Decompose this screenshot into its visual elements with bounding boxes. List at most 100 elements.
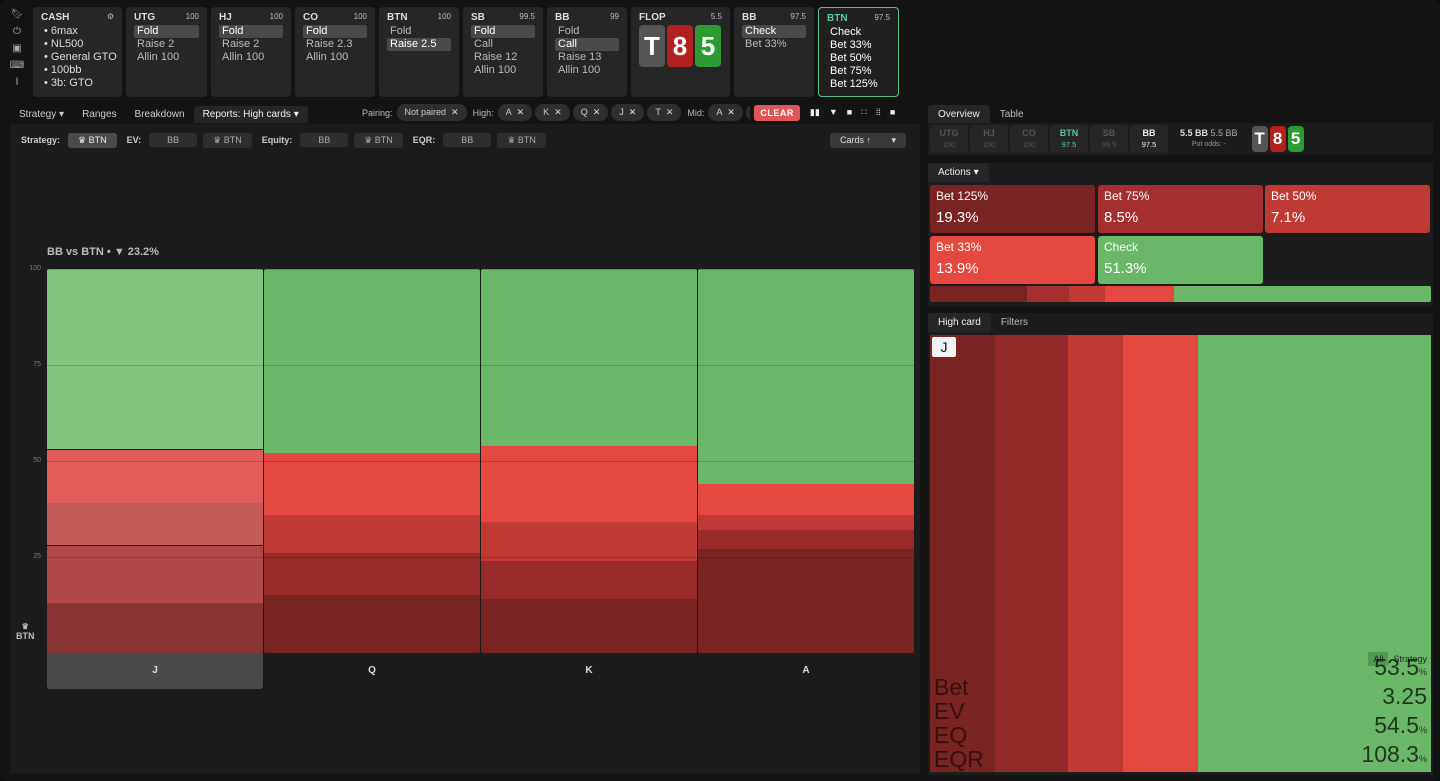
toggle-strategy[interactable]: Strategy	[1393, 654, 1427, 664]
card-filter-chip[interactable]: A ✕	[497, 104, 533, 121]
gear-icon[interactable]: ⚙	[106, 12, 114, 21]
tile-btn[interactable]: BTN 100 Fold Raise 2.5	[379, 7, 459, 97]
bar-column-Q[interactable]	[264, 269, 480, 653]
tile-flop[interactable]: FLOP 5.5 T 8 5	[631, 7, 730, 97]
high-card-strategy-map[interactable]	[930, 335, 1431, 772]
toggle-all[interactable]: All	[1368, 652, 1389, 666]
action-option[interactable]: Fold	[219, 25, 283, 38]
action-box[interactable]: Bet 75% 8.5%	[1098, 185, 1263, 233]
action-option[interactable]: Bet 33%	[742, 38, 806, 51]
action-box[interactable]: Bet 50% 7.1%	[1265, 185, 1430, 233]
card-filter-chip[interactable]: J ✕	[611, 104, 645, 121]
bookmark-icon[interactable]: 🔖︎	[10, 9, 24, 20]
action-option[interactable]: Raise 2.5	[387, 38, 451, 51]
action-option[interactable]: Fold	[555, 25, 619, 38]
folder-icon[interactable]: ■	[846, 107, 853, 117]
strategy-btn-toggle[interactable]: ♛ BTN	[68, 132, 117, 148]
action-box[interactable]: Bet 33% 13.9%	[930, 236, 1095, 284]
eqr-bb-toggle[interactable]: BB	[443, 133, 492, 147]
x-tick-label[interactable]: K	[585, 665, 593, 676]
action-option[interactable]: Fold	[387, 25, 451, 38]
position-sb[interactable]: SB 99.5	[1090, 125, 1128, 153]
clear-button[interactable]: CLEAR	[754, 104, 800, 121]
gamepad-icon[interactable]: ⌨	[9, 60, 25, 71]
x-tick-label[interactable]: Q	[368, 665, 376, 676]
action-option[interactable]: Raise 2.3	[303, 38, 367, 51]
action-option[interactable]: Bet 50%	[827, 52, 890, 65]
close-icon[interactable]: ✕	[554, 107, 562, 117]
close-icon[interactable]: ✕	[665, 107, 674, 117]
action-option[interactable]: Raise 2	[219, 38, 283, 51]
action-option[interactable]: Allin 100	[134, 51, 199, 64]
eqr-btn-toggle[interactable]: ♛ BTN	[497, 132, 546, 148]
card-filter-chip[interactable]: K✕	[535, 104, 570, 121]
tab-breakdown[interactable]: Breakdown	[134, 108, 185, 120]
action-option[interactable]: Bet 125%	[827, 78, 890, 91]
close-icon[interactable]: ✕	[628, 107, 637, 117]
action-option[interactable]: Fold	[471, 25, 535, 38]
tile-btn2[interactable]: BTN 97.5 Check Bet 33% Bet 50% Bet 75% Bet 125…	[818, 7, 899, 97]
action-option[interactable]: Fold	[303, 25, 367, 38]
action-option[interactable]: Allin 100	[471, 64, 535, 77]
bar-column-A[interactable]	[698, 269, 914, 653]
action-option[interactable]: Allin 100	[555, 64, 619, 77]
tab-strategy[interactable]: Strategy ▾	[19, 108, 65, 120]
close-icon[interactable]: ✕	[451, 107, 459, 117]
action-option[interactable]: Call	[471, 38, 535, 51]
tab-ranges[interactable]: Ranges	[82, 108, 117, 120]
tile-hj[interactable]: HJ 100 Fold Raise 2 Allin 100	[211, 7, 291, 97]
action-option[interactable]: Raise 12	[471, 51, 535, 64]
tile-cash[interactable]: CASH ⚙ • 6max • NL500 • General GTO • 100bb • …	[33, 7, 122, 97]
grid-icon[interactable]: ⁞⁞	[875, 107, 881, 117]
tab-high-card[interactable]: High card	[928, 313, 991, 332]
tab-reports[interactable]: Reports: High cards ▾	[193, 105, 308, 123]
position-utg[interactable]: UTG 100	[930, 125, 968, 153]
tab-overview[interactable]: Overview	[928, 105, 990, 124]
x-tick-label[interactable]: J	[47, 653, 263, 689]
card-filter-chip[interactable]: Q ✕	[572, 104, 609, 121]
position-bb[interactable]: BB 97.5	[1130, 125, 1168, 153]
card-filter-chip[interactable]: K✕	[745, 104, 751, 121]
equity-btn-toggle[interactable]: ♛ BTN	[354, 132, 403, 148]
position-btn[interactable]: BTN 97.5	[1050, 125, 1088, 153]
tile-utg[interactable]: UTG 100 Fold Raise 2 Allin 100	[126, 7, 207, 97]
tile-bb2[interactable]: BB 97.5 Check Bet 33%	[734, 7, 814, 97]
tab-table[interactable]: Table	[999, 109, 1024, 120]
actions-dropdown[interactable]: Actions ▾	[928, 163, 989, 182]
text-cursor-icon[interactable]: Ⅰ	[15, 77, 19, 88]
x-tick-label[interactable]: A	[802, 665, 810, 676]
action-option[interactable]: Bet 75%	[827, 65, 890, 78]
action-option[interactable]: Raise 13	[555, 51, 619, 64]
ev-btn-toggle[interactable]: ♛ BTN	[203, 132, 252, 148]
sort-dropdown[interactable]: Cards ↑ ▾	[830, 133, 906, 148]
action-box[interactable]: Bet 125% 19.3%	[930, 185, 1095, 233]
power-icon[interactable]: ⏻	[13, 26, 21, 37]
bar-column-K[interactable]	[481, 269, 697, 653]
tile-bb[interactable]: BB 99 Fold Call Raise 13 Allin 100	[547, 7, 627, 97]
close-icon[interactable]: ✕	[516, 107, 525, 117]
tile-co[interactable]: CO 100 Fold Raise 2.3 Allin 100	[295, 7, 375, 97]
action-option[interactable]: Bet 33%	[827, 39, 890, 52]
action-option[interactable]: Check	[827, 26, 890, 39]
bar-column-J[interactable]	[47, 269, 263, 653]
card-filter-chip[interactable]: T ✕	[647, 104, 682, 121]
action-option[interactable]: Allin 100	[303, 51, 367, 64]
ev-bb-toggle[interactable]: BB	[149, 133, 198, 147]
close-icon[interactable]: ✕	[727, 107, 735, 117]
grid-small-icon[interactable]: ∷	[861, 107, 867, 117]
filter-icon[interactable]: ▼	[828, 107, 838, 117]
equity-bb-toggle[interactable]: BB	[300, 133, 349, 147]
square-icon[interactable]: ■	[889, 107, 896, 117]
tile-sb[interactable]: SB 99.5 Fold Call Raise 12 Allin 100	[463, 7, 543, 97]
position-hj[interactable]: HJ 100	[970, 125, 1008, 153]
action-option[interactable]: Raise 2	[134, 38, 199, 51]
pairing-chip[interactable]: Not paired ✕	[396, 104, 467, 121]
action-option[interactable]: Check	[742, 25, 806, 38]
close-icon[interactable]: ✕	[592, 107, 601, 117]
action-option[interactable]: Call	[555, 38, 619, 51]
bar-chart-icon[interactable]: ▮▮	[809, 107, 820, 117]
action-option[interactable]: Fold	[134, 25, 199, 38]
card-filter-chip[interactable]: A ✕	[708, 104, 743, 121]
tab-filters[interactable]: Filters	[1000, 317, 1029, 328]
action-box[interactable]: Check 51.3%	[1098, 236, 1263, 284]
